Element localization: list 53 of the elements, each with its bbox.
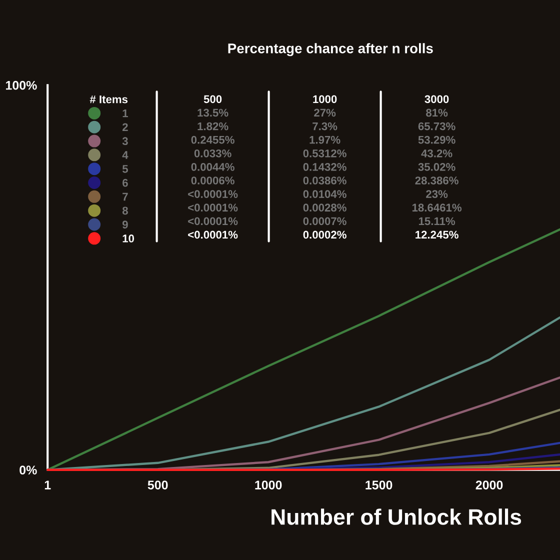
legend-label: 5 xyxy=(122,165,128,173)
legend-label: 9 xyxy=(122,220,128,228)
legend-title: # Items xyxy=(90,96,128,104)
annotation: 0.0002% xyxy=(303,230,346,239)
annotation: 65.73% xyxy=(418,122,456,130)
legend-label: 8 xyxy=(122,206,128,215)
annotation: 0.2455% xyxy=(191,136,234,144)
annotation: <0.0001% xyxy=(188,190,238,198)
annotation: 43.2% xyxy=(421,149,452,158)
annotation: 1.82% xyxy=(198,122,228,130)
annotation: <0.0001% xyxy=(188,204,238,212)
x-tick-label: 500 xyxy=(148,480,168,490)
annotation: 0.1432% xyxy=(303,163,346,171)
annotation: <0.0001% xyxy=(188,217,238,226)
annotation: 0.0007% xyxy=(303,217,346,226)
annotation: 0.0006% xyxy=(191,176,234,184)
annotation: 500 xyxy=(204,95,222,104)
annotation: 35.02% xyxy=(418,163,456,171)
annotation: 3000 xyxy=(424,95,449,104)
chart-title: Percentage chance after n rolls xyxy=(228,43,433,56)
y-tick-label: 100% xyxy=(6,80,37,90)
annotation: 1.97% xyxy=(310,136,340,144)
annotation: 53.29% xyxy=(418,136,456,144)
legend-label: 3 xyxy=(122,137,128,146)
x-tick-label: 1 xyxy=(44,480,51,490)
x-tick-label: 2000 xyxy=(476,480,503,490)
legend-label: 1 xyxy=(122,109,128,118)
annotation: 0.0104% xyxy=(303,190,346,198)
y-tick-label: 0% xyxy=(20,466,37,474)
annotation: 27% xyxy=(314,108,336,117)
annotation: 18.6461% xyxy=(412,204,462,212)
annotation: 23% xyxy=(426,190,448,198)
legend-label: 7 xyxy=(122,192,128,201)
annotation: 15.11% xyxy=(418,217,456,226)
annotation: 0.033% xyxy=(194,149,232,158)
annotation: 0.0044% xyxy=(191,163,234,171)
annotation: 0.0386% xyxy=(303,176,346,184)
legend-label: 10 xyxy=(122,234,134,242)
annotation: 81% xyxy=(426,108,448,117)
legend-label: 4 xyxy=(122,151,128,159)
x-tick-label: 1500 xyxy=(366,480,392,490)
legend-label: 2 xyxy=(122,123,128,131)
annotation: 28.386% xyxy=(415,176,458,184)
annotation: 7.3% xyxy=(312,122,338,130)
annotation: 0.5312% xyxy=(303,149,346,158)
legend-label: 6 xyxy=(122,178,128,187)
x-axis-title: Number of Unlock Rolls xyxy=(272,508,522,525)
annotation: 0.0028% xyxy=(303,204,346,212)
x-tick-label: 1000 xyxy=(255,480,282,490)
annotation: 1000 xyxy=(313,95,337,104)
annotation: 13.5% xyxy=(198,108,228,117)
annotation: 12.245% xyxy=(416,230,458,239)
annotation: <0.0001% xyxy=(188,230,238,239)
